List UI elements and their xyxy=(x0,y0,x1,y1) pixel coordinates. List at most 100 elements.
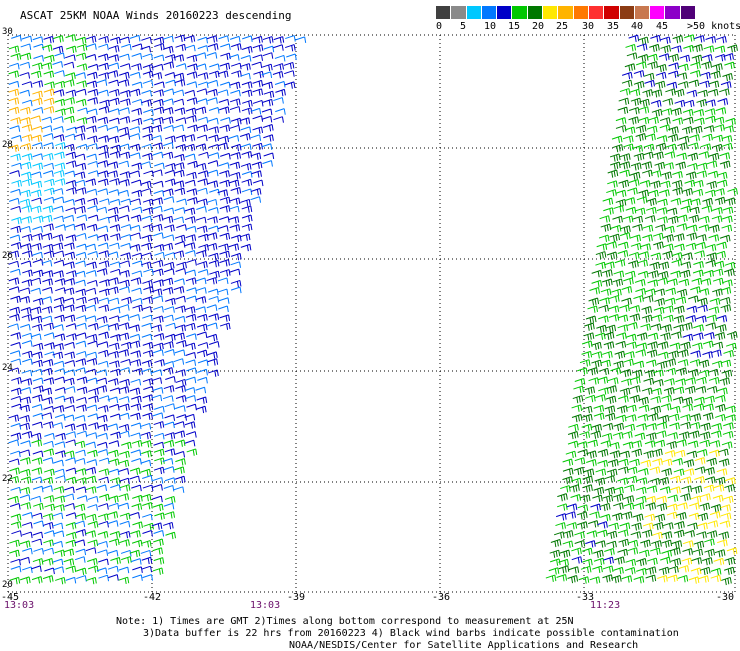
wind-barb xyxy=(676,223,688,231)
wind-barb xyxy=(97,144,109,153)
wind-barb xyxy=(87,449,98,458)
wind-barb xyxy=(64,261,75,269)
wind-barb xyxy=(154,405,165,413)
wind-barb xyxy=(98,288,110,296)
wind-barb xyxy=(273,44,284,51)
wind-barb xyxy=(642,224,654,233)
wind-barb xyxy=(108,342,120,350)
wind-barb xyxy=(599,502,611,512)
wind-barb xyxy=(41,315,53,323)
wind-barb xyxy=(86,125,97,133)
wind-barb xyxy=(43,250,55,258)
wind-barb xyxy=(64,115,75,124)
wind-barb xyxy=(714,53,726,62)
wind-barb xyxy=(87,565,99,573)
wind-barb xyxy=(120,358,131,366)
wind-barb xyxy=(75,52,87,60)
wind-barb xyxy=(677,359,689,367)
wind-barb xyxy=(275,88,286,97)
wind-barb xyxy=(228,135,240,142)
wind-barb xyxy=(154,43,165,51)
lon-label-30w: -30 xyxy=(716,592,735,603)
wind-barb xyxy=(219,322,231,330)
wind-barb xyxy=(273,97,284,104)
wind-barb xyxy=(596,529,608,538)
wind-barb xyxy=(96,414,108,423)
wind-barb xyxy=(617,241,629,249)
wind-barb xyxy=(571,414,583,423)
wind-barb xyxy=(130,403,142,411)
wind-barb xyxy=(716,468,728,476)
wind-barb xyxy=(718,531,730,540)
wind-barb xyxy=(706,314,718,322)
wind-barb xyxy=(176,340,187,348)
wind-barb xyxy=(719,234,731,243)
wind-barb xyxy=(219,170,230,178)
wind-barb xyxy=(109,88,120,97)
wind-barb xyxy=(613,422,625,431)
wind-barb xyxy=(557,503,568,511)
wind-barb xyxy=(673,233,685,242)
wind-barb xyxy=(646,349,658,358)
wind-barb xyxy=(21,81,33,88)
wind-barb xyxy=(96,315,108,324)
wind-barb xyxy=(64,341,75,349)
wind-barb xyxy=(32,485,44,493)
wind-barb xyxy=(617,106,629,115)
wind-barb xyxy=(622,215,634,223)
wind-barb xyxy=(608,305,620,313)
wind-barb xyxy=(724,197,736,206)
wind-barb xyxy=(8,414,20,422)
wind-barb xyxy=(98,297,110,305)
wind-barb xyxy=(109,531,121,539)
wind-barb xyxy=(108,458,120,466)
wind-barb xyxy=(21,431,33,439)
wind-barb xyxy=(605,395,617,404)
wind-barb xyxy=(661,531,673,540)
wind-barb xyxy=(611,288,622,297)
wind-barb xyxy=(119,512,131,521)
wind-barb xyxy=(621,431,633,439)
wind-barb xyxy=(702,197,713,207)
wind-barb xyxy=(74,556,86,563)
wind-barb xyxy=(129,314,141,321)
wind-barb xyxy=(129,387,141,395)
wind-barb xyxy=(646,197,657,207)
wind-barb xyxy=(129,143,141,152)
wind-barb xyxy=(649,43,660,53)
wind-barb xyxy=(22,269,33,277)
wind-barb xyxy=(162,458,174,465)
wind-barb xyxy=(241,205,253,213)
wind-barb xyxy=(643,143,655,152)
wind-barb xyxy=(10,450,21,458)
wind-barb xyxy=(687,162,698,171)
wind-barb xyxy=(76,350,87,358)
wind-barb xyxy=(622,135,634,143)
wind-barb xyxy=(74,133,86,141)
wind-barb xyxy=(615,340,627,349)
wind-barb xyxy=(717,387,728,395)
wind-barb xyxy=(118,332,130,340)
wind-barb xyxy=(32,225,43,233)
wind-barb xyxy=(712,341,724,349)
wind-barb xyxy=(567,440,579,449)
wind-barb xyxy=(647,53,658,62)
wind-barb xyxy=(682,322,693,331)
wind-barb xyxy=(208,207,219,214)
wind-barb xyxy=(131,503,143,511)
wind-barb xyxy=(41,125,53,132)
wind-barb xyxy=(197,313,208,322)
wind-barb xyxy=(175,385,186,393)
wind-barb xyxy=(617,477,629,485)
wind-barb xyxy=(648,189,659,198)
wind-barb xyxy=(195,296,207,304)
wind-barb xyxy=(691,125,703,134)
wind-barb xyxy=(65,72,76,80)
wind-barb xyxy=(654,80,666,89)
wind-barb xyxy=(118,349,130,357)
wind-barb xyxy=(685,171,697,180)
wind-barb xyxy=(196,323,208,332)
wind-barb xyxy=(691,485,703,494)
wind-barb xyxy=(230,117,242,126)
wind-barb xyxy=(118,304,130,311)
